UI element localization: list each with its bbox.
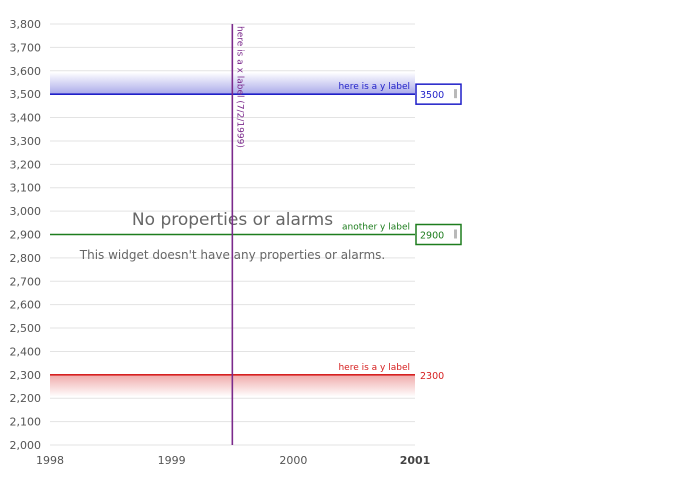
threshold-label: here is a y label: [338, 82, 410, 92]
y-tick-label: 3,600: [10, 65, 42, 78]
y-tick-label: 2,800: [10, 252, 42, 265]
x-tick-label: 2000: [279, 454, 307, 467]
threshold-label: another y label: [342, 223, 410, 233]
y-tick-label: 2,200: [10, 392, 42, 405]
y-tick-label: 3,000: [10, 205, 42, 218]
y-axis-ticks: 2,000 2,100 2,200 2,300 2,400 2,500 2,600 2,700…: [10, 18, 42, 452]
threshold-value-label: 3500: [420, 90, 444, 101]
y-tick-label: 2,600: [10, 299, 42, 312]
threshold-value-label: 2300: [420, 371, 444, 382]
y-tick-label: 3,100: [10, 182, 42, 195]
y-tick-label: 2,100: [10, 416, 42, 429]
y-tick-label: 3,300: [10, 135, 42, 148]
threshold-label: here is a y label: [338, 363, 410, 373]
threshold-value-box: [415, 83, 462, 105]
x-threshold-label: here is a x label (7/2/1999): [234, 26, 244, 148]
y-tick-label: 2,300: [10, 369, 42, 382]
x-threshold-lines: here is a x label (7/2/1999): [231, 24, 244, 445]
x-tick-label: 1999: [158, 454, 186, 467]
threshold-value-box: [415, 223, 462, 246]
threshold-value-label: 2900: [420, 231, 444, 242]
x-tick-label: 1998: [36, 454, 64, 467]
y-tick-label: 3,500: [10, 88, 42, 101]
y-tick-label: 2,500: [10, 322, 42, 335]
y-tick-label: 2,400: [10, 345, 42, 358]
y-tick-label: 3,800: [10, 18, 42, 31]
x-axis-ticks: 1998 1999 2000 2001: [36, 454, 430, 467]
threshold-lines: here is a y label 3500 another y label 2900…: [50, 82, 462, 382]
y-tick-label: 3,400: [10, 112, 42, 125]
x-tick-label: 2001: [400, 454, 431, 467]
threshold-box-handle: [454, 229, 457, 239]
y-tick-label: 2,900: [10, 229, 42, 242]
y-tick-label: 3,200: [10, 158, 42, 171]
y-tick-label: 3,700: [10, 41, 42, 54]
threshold-box-handle: [454, 89, 457, 99]
y-tick-label: 2,700: [10, 275, 42, 288]
y-tick-label: 2,000: [10, 439, 42, 452]
